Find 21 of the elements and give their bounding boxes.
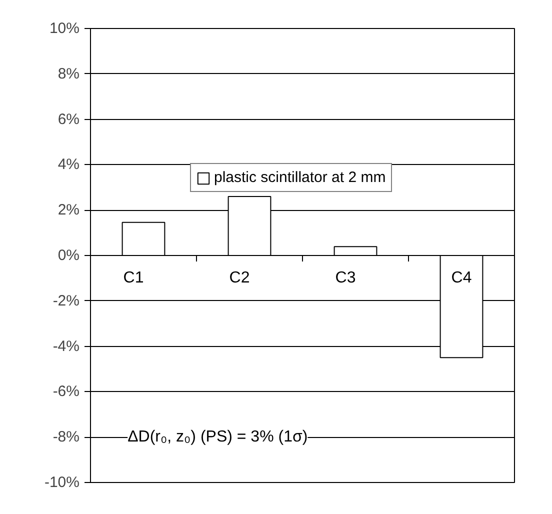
y-tick-label: 4% [58, 156, 80, 174]
y-tick-label: 2% [58, 202, 80, 219]
y-tick-label: -2% [52, 292, 80, 310]
y-tick-label: 8% [58, 65, 80, 82]
x-tick-label: C2 [229, 270, 250, 287]
bar [440, 255, 484, 358]
y-tick-label: -6% [52, 383, 80, 400]
annotation: ΔD(r₀, z₀) (PS) = 3% (1σ) [128, 428, 308, 446]
x-tick-label: C4 [451, 270, 472, 287]
bar [228, 196, 272, 256]
x-tick-label: C3 [335, 270, 356, 287]
bar [122, 222, 166, 256]
bar [334, 246, 378, 256]
y-tick-label: -10% [44, 474, 80, 491]
y-tick-label: 6% [58, 110, 80, 128]
legend-label: plastic scintillator at 2 mm [214, 169, 386, 186]
x-tick-label: C1 [123, 270, 144, 287]
y-tick-label: -4% [52, 338, 80, 355]
y-tick-label: -8% [52, 428, 80, 446]
y-tick-label: 0% [58, 247, 80, 264]
y-tick-label: 10% [49, 20, 80, 37]
